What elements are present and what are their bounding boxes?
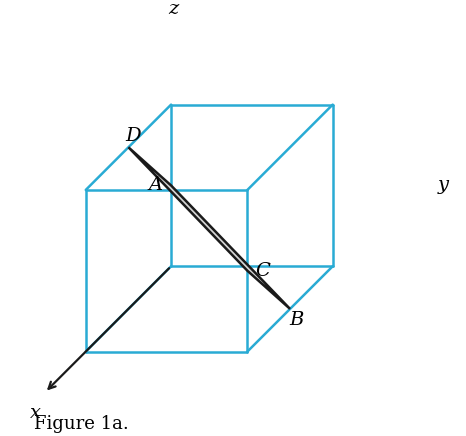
Text: x: x bbox=[30, 404, 41, 422]
Text: D: D bbox=[125, 127, 141, 145]
Text: y: y bbox=[438, 177, 449, 194]
Text: z: z bbox=[168, 0, 178, 18]
Text: Figure 1a.: Figure 1a. bbox=[34, 415, 128, 433]
Text: C: C bbox=[256, 262, 271, 280]
Polygon shape bbox=[129, 147, 290, 309]
Text: A: A bbox=[148, 177, 163, 194]
Text: B: B bbox=[289, 311, 304, 329]
